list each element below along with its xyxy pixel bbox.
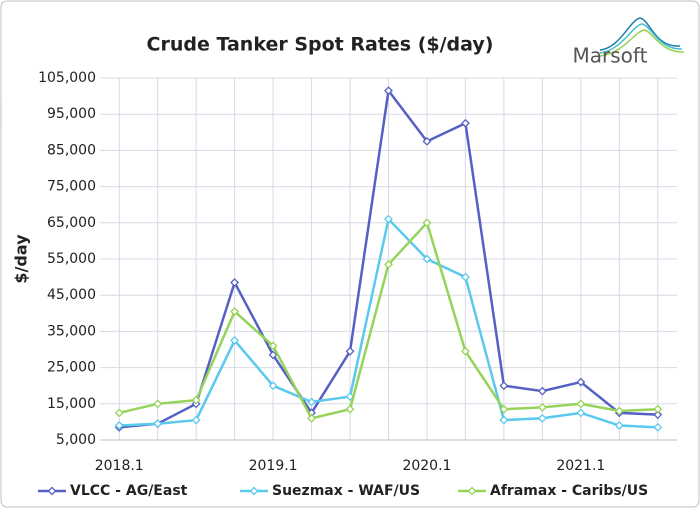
- y-tick-label: 95,000: [47, 106, 96, 122]
- data-point: [614, 421, 624, 430]
- y-tick-label: 35,000: [47, 323, 96, 339]
- y-tick-label: 75,000: [47, 179, 96, 195]
- data-point: [537, 413, 547, 423]
- legend-marker: [249, 486, 259, 496]
- data-point: [384, 214, 393, 224]
- data-point: [576, 408, 586, 418]
- data-point: [576, 377, 586, 387]
- data-point: [461, 118, 470, 128]
- y-tick-label: 5,000: [56, 432, 96, 448]
- logo-wave: [599, 17, 685, 57]
- legend-marker: [467, 486, 477, 496]
- data-point: [422, 218, 432, 228]
- x-tick-label: 2019.1: [249, 458, 298, 474]
- data-point: [384, 260, 393, 269]
- y-tick-label: 85,000: [47, 142, 96, 158]
- data-point: [653, 404, 663, 414]
- data-point: [268, 350, 278, 360]
- data-point: [499, 404, 509, 414]
- data-point: [384, 86, 393, 96]
- legend-label: VLCC - AG/East: [70, 483, 188, 499]
- data-point: [153, 419, 163, 429]
- y-tick-label: 45,000: [47, 287, 96, 303]
- legend-marker: [47, 486, 57, 496]
- data-point: [307, 413, 316, 423]
- data-point: [499, 415, 509, 425]
- data-point: [653, 410, 663, 420]
- data-point: [191, 415, 201, 425]
- data-point: [114, 408, 124, 418]
- data-point: [461, 272, 470, 282]
- data-point: [153, 399, 163, 409]
- data-point: [230, 336, 240, 345]
- data-point: [422, 136, 432, 146]
- data-point: [268, 341, 278, 351]
- y-tick-label: 15,000: [47, 396, 96, 412]
- data-point: [537, 403, 547, 412]
- data-point: [614, 406, 624, 416]
- data-point: [230, 307, 240, 316]
- x-tick-label: 2020.1: [402, 458, 451, 474]
- data-point: [114, 421, 124, 430]
- data-point: [191, 395, 201, 405]
- logo-text: Marsoft: [573, 44, 648, 68]
- data-point: [307, 397, 316, 407]
- y-tick-label: 55,000: [47, 251, 96, 267]
- y-axis-label: $/day: [12, 234, 31, 284]
- data-point: [537, 386, 547, 396]
- legend-label: Aframax - Caribs/US: [490, 483, 648, 499]
- legend-label: Suezmax - WAF/US: [272, 483, 420, 499]
- data-point: [653, 422, 663, 432]
- y-tick-label: 105,000: [38, 70, 96, 86]
- data-point: [230, 278, 240, 287]
- y-tick-label: 65,000: [47, 215, 96, 231]
- x-tick-label: 2018.1: [95, 458, 144, 474]
- data-point: [345, 346, 355, 356]
- data-point: [576, 399, 586, 409]
- data-point: [499, 381, 509, 391]
- data-point: [461, 346, 470, 356]
- data-point: [422, 254, 432, 264]
- x-tick-label: 2021.1: [556, 458, 605, 474]
- y-tick-label: 25,000: [47, 360, 96, 376]
- chart-title: Crude Tanker Spot Rates ($/day): [147, 34, 494, 56]
- data-point: [268, 381, 278, 391]
- data-point: [345, 404, 355, 414]
